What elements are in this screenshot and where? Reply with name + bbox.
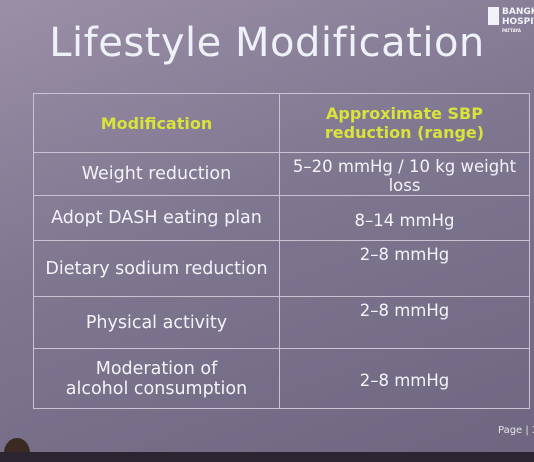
table-row: Adopt DASH eating plan 8–14 mmHg	[33, 195, 530, 241]
table-row: Weight reduction 5–20 mmHg / 10 kg weight…	[33, 152, 530, 196]
table-row: Physical activity 2–8 mmHg	[33, 296, 530, 349]
logo-text: PATTAYA	[502, 28, 521, 33]
table: Modification Approximate SBP reduction (…	[33, 93, 530, 409]
modification-cell: Moderation of alcohol consumption	[33, 348, 280, 409]
bottom-band	[0, 452, 534, 462]
reduction-cell: 5–20 mmHg / 10 kg weight loss	[279, 152, 530, 196]
logo-text: BANGK	[502, 7, 534, 17]
modification-cell: Adopt DASH eating plan	[33, 195, 280, 241]
reduction-cell: 8–14 mmHg	[279, 195, 530, 241]
column-header: Modification	[33, 93, 280, 153]
column-header: Approximate SBP reduction (range)	[279, 93, 530, 153]
reduction-cell: 2–8 mmHg	[279, 348, 530, 409]
logo-text: HOSPIT	[502, 17, 534, 27]
modification-cell: Weight reduction	[33, 152, 280, 196]
modification-cell: Dietary sodium reduction	[33, 240, 280, 297]
header-row: Modification Approximate SBP reduction (…	[33, 93, 530, 153]
reduction-cell: 2–8 mmHg	[279, 240, 530, 297]
slide-title: Lifestyle Modification	[49, 20, 485, 66]
table-row: Dietary sodium reduction 2–8 mmHg	[33, 240, 530, 297]
logo-mark	[488, 7, 499, 25]
modification-cell: Physical activity	[33, 296, 280, 349]
page-number: Page | 3	[498, 425, 534, 436]
table-row: Moderation of alcohol consumption 2–8 mmH…	[33, 348, 530, 409]
reduction-cell: 2–8 mmHg	[279, 296, 530, 349]
